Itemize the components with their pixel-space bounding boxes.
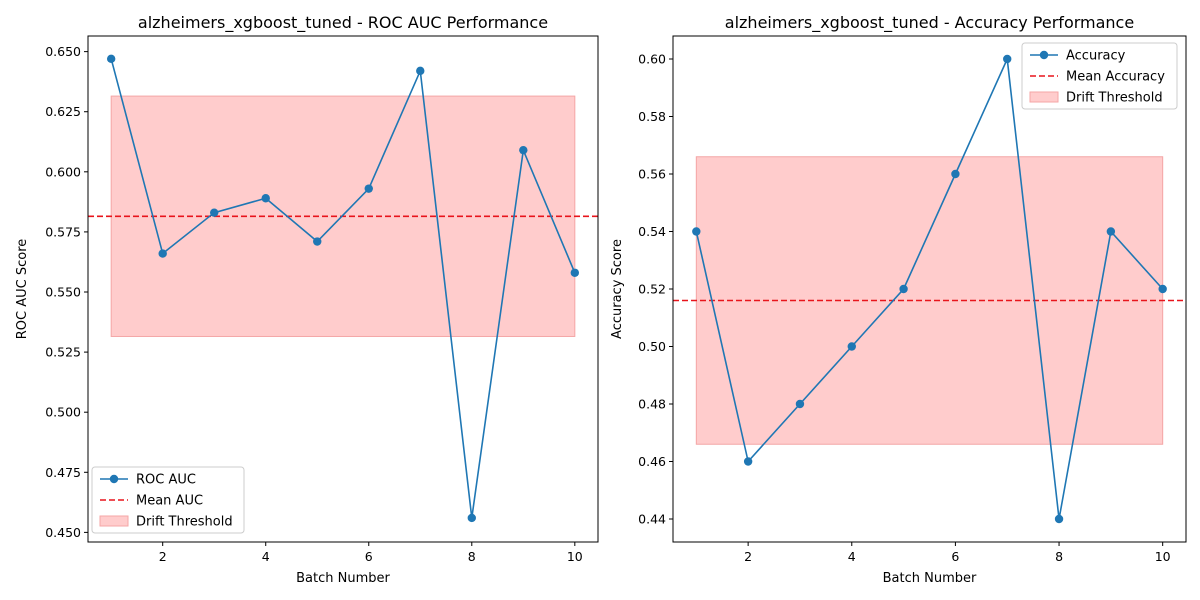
y-tick-label: 0.550 xyxy=(45,285,81,300)
data-point xyxy=(261,194,270,203)
data-point xyxy=(795,399,805,409)
x-tick-label: 8 xyxy=(468,549,476,564)
x-tick-label: 8 xyxy=(1055,549,1063,564)
y-tick-label: 0.575 xyxy=(45,224,81,239)
y-axis-label: Accuracy Score xyxy=(610,239,625,339)
y-tick-label: 0.44 xyxy=(638,512,666,527)
data-point xyxy=(1106,227,1116,236)
legend-mean-label: Mean AUC xyxy=(136,494,203,509)
y-tick-label: 0.56 xyxy=(638,167,666,182)
series-line xyxy=(110,58,576,519)
y-tick-label: 0.450 xyxy=(45,525,81,540)
legend-band-swatch xyxy=(99,515,129,527)
data-point xyxy=(1054,514,1064,524)
data-point xyxy=(467,513,476,523)
data-point xyxy=(416,66,425,76)
y-tick-label: 0.625 xyxy=(45,104,81,119)
data-point xyxy=(1158,284,1167,294)
y-tick-label: 0.500 xyxy=(45,405,81,420)
legend-band-label: Drift Threshold xyxy=(136,515,233,530)
y-tick-label: 0.58 xyxy=(638,109,666,124)
x-tick-label: 2 xyxy=(159,549,167,564)
legend-band-label: Drift Threshold xyxy=(1066,91,1163,106)
x-tick-label: 10 xyxy=(567,549,583,564)
x-tick-label: 6 xyxy=(951,549,959,564)
data-point xyxy=(692,227,701,236)
y-tick-label: 0.54 xyxy=(638,224,666,239)
data-point xyxy=(951,169,960,179)
y-tick-label: 0.46 xyxy=(638,454,666,469)
y-tick-label: 0.650 xyxy=(45,44,81,59)
data-point xyxy=(570,268,580,277)
y-tick-label: 0.52 xyxy=(638,282,666,297)
data-point xyxy=(106,54,116,64)
y-tick-label: 0.48 xyxy=(638,397,666,412)
axes-frame xyxy=(87,35,599,543)
legend-band-swatch xyxy=(1029,91,1059,103)
legend-series-label: Accuracy xyxy=(1066,49,1126,64)
chart-title: alzheimers_xgboost_tuned - Accuracy Perf… xyxy=(725,13,1134,33)
data-point xyxy=(743,457,753,466)
x-tick-label: 6 xyxy=(365,549,373,564)
data-point xyxy=(313,237,322,246)
data-point xyxy=(899,284,908,294)
data-point xyxy=(364,184,373,193)
y-tick-label: 0.525 xyxy=(45,345,81,360)
y-tick-label: 0.60 xyxy=(638,52,666,67)
x-tick-label: 10 xyxy=(1155,549,1171,564)
x-axis-label: Batch Number xyxy=(883,571,977,586)
x-tick-label: 4 xyxy=(848,549,856,564)
data-point xyxy=(158,249,167,258)
legend-series-marker xyxy=(1039,50,1049,60)
x-axis-label: Batch Number xyxy=(296,571,390,586)
chart-panel-1: 2 4 6 8 10 0.450 0.475 0.500 0.525 0.550 0.575 0.60… xyxy=(15,13,599,586)
legend: Accuracy Mean Accuracy Drift Threshold xyxy=(1021,42,1178,110)
data-point xyxy=(519,145,528,155)
legend-box xyxy=(91,466,245,534)
x-tick-label: 4 xyxy=(262,549,270,564)
data-point xyxy=(210,208,219,217)
data-point xyxy=(1003,54,1012,64)
y-tick-label: 0.600 xyxy=(45,164,81,179)
legend-series-marker xyxy=(109,474,119,484)
y-axis-label: ROC AUC Score xyxy=(15,239,30,340)
x-tick-label: 2 xyxy=(744,549,752,564)
legend: ROC AUC Mean AUC Drift Threshold xyxy=(91,466,245,534)
chart-title: alzheimers_xgboost_tuned - ROC AUC Perfo… xyxy=(138,13,548,33)
legend-series-label: ROC AUC xyxy=(136,473,196,488)
y-tick-label: 0.475 xyxy=(45,465,81,480)
data-point xyxy=(847,342,856,351)
series-line xyxy=(695,56,1164,520)
legend-mean-label: Mean Accuracy xyxy=(1066,70,1165,85)
legend-box xyxy=(1021,42,1178,110)
chart-panel-2: 2 4 6 8 10 0.44 0.46 0.48 0.50 0.52 0.54 0.56 0.58 0.… xyxy=(610,13,1187,586)
y-tick-label: 0.50 xyxy=(638,339,666,354)
